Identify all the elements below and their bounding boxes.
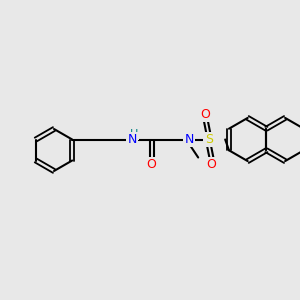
Text: O: O bbox=[147, 158, 157, 171]
Text: N: N bbox=[128, 133, 137, 146]
Text: S: S bbox=[205, 133, 213, 146]
Text: H: H bbox=[130, 129, 138, 139]
Text: O: O bbox=[207, 158, 217, 171]
Text: N: N bbox=[184, 133, 194, 146]
Text: O: O bbox=[201, 108, 211, 121]
